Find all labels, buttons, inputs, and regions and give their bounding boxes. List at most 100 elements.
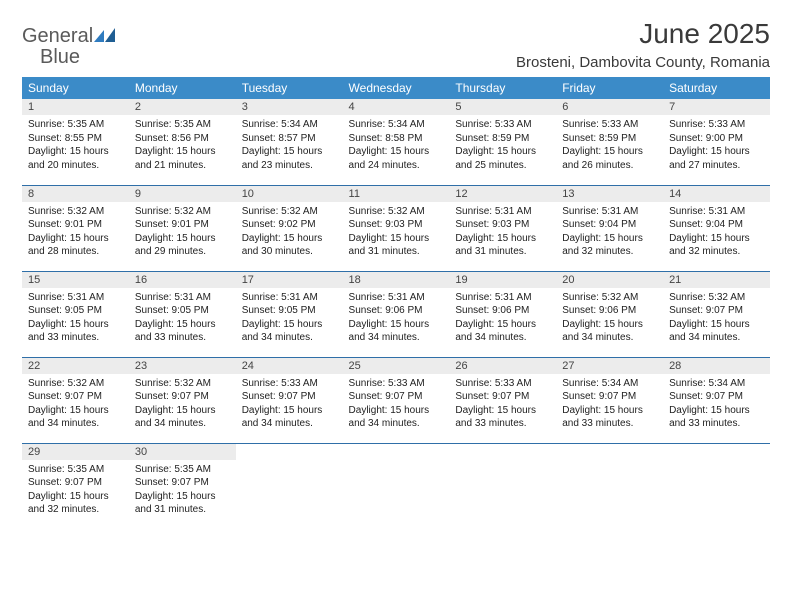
day-number: 17: [236, 272, 343, 288]
daylight-line: Daylight: 15 hours and 34 minutes.: [28, 404, 123, 431]
day-number: 8: [22, 186, 129, 202]
sunset-line: Sunset: 9:06 PM: [562, 304, 657, 318]
calendar-day-cell: 10Sunrise: 5:32 AMSunset: 9:02 PMDayligh…: [236, 185, 343, 271]
day-details: Sunrise: 5:32 AMSunset: 9:01 PMDaylight:…: [129, 202, 236, 263]
sunset-line: Sunset: 9:07 PM: [562, 390, 657, 404]
sunrise-line: Sunrise: 5:34 AM: [242, 118, 337, 132]
calendar-page: General Blue June 2025 Brosteni, Dambovi…: [0, 0, 792, 547]
day-details: Sunrise: 5:31 AMSunset: 9:05 PMDaylight:…: [236, 288, 343, 349]
calendar-day-cell: 29Sunrise: 5:35 AMSunset: 9:07 PMDayligh…: [22, 443, 129, 529]
brand-logo: General Blue: [22, 26, 116, 68]
day-number: 25: [343, 358, 450, 374]
day-details: Sunrise: 5:32 AMSunset: 9:07 PMDaylight:…: [129, 374, 236, 435]
daylight-line: Daylight: 15 hours and 27 minutes.: [669, 145, 764, 172]
daylight-line: Daylight: 15 hours and 34 minutes.: [349, 318, 444, 345]
calendar-empty-cell: [449, 443, 556, 529]
sunset-line: Sunset: 8:59 PM: [562, 132, 657, 146]
calendar-header-row: SundayMondayTuesdayWednesdayThursdayFrid…: [22, 77, 770, 99]
sunrise-line: Sunrise: 5:32 AM: [28, 205, 123, 219]
day-number: 7: [663, 99, 770, 115]
sunrise-line: Sunrise: 5:33 AM: [349, 377, 444, 391]
weekday-header: Tuesday: [236, 77, 343, 99]
weekday-header: Saturday: [663, 77, 770, 99]
day-details: Sunrise: 5:32 AMSunset: 9:01 PMDaylight:…: [22, 202, 129, 263]
daylight-line: Daylight: 15 hours and 25 minutes.: [455, 145, 550, 172]
calendar-day-cell: 19Sunrise: 5:31 AMSunset: 9:06 PMDayligh…: [449, 271, 556, 357]
sunrise-line: Sunrise: 5:31 AM: [28, 291, 123, 305]
daylight-line: Daylight: 15 hours and 31 minutes.: [455, 232, 550, 259]
calendar-day-cell: 5Sunrise: 5:33 AMSunset: 8:59 PMDaylight…: [449, 99, 556, 185]
calendar-week-row: 29Sunrise: 5:35 AMSunset: 9:07 PMDayligh…: [22, 443, 770, 529]
daylight-line: Daylight: 15 hours and 20 minutes.: [28, 145, 123, 172]
daylight-line: Daylight: 15 hours and 31 minutes.: [349, 232, 444, 259]
calendar-empty-cell: [236, 443, 343, 529]
day-number: 4: [343, 99, 450, 115]
day-details: Sunrise: 5:35 AMSunset: 9:07 PMDaylight:…: [129, 460, 236, 521]
calendar-day-cell: 20Sunrise: 5:32 AMSunset: 9:06 PMDayligh…: [556, 271, 663, 357]
sunset-line: Sunset: 9:05 PM: [242, 304, 337, 318]
calendar-day-cell: 15Sunrise: 5:31 AMSunset: 9:05 PMDayligh…: [22, 271, 129, 357]
day-details: Sunrise: 5:33 AMSunset: 8:59 PMDaylight:…: [556, 115, 663, 176]
day-details: Sunrise: 5:33 AMSunset: 9:00 PMDaylight:…: [663, 115, 770, 176]
day-details: Sunrise: 5:34 AMSunset: 8:58 PMDaylight:…: [343, 115, 450, 176]
sunrise-line: Sunrise: 5:33 AM: [669, 118, 764, 132]
day-number: 1: [22, 99, 129, 115]
calendar-day-cell: 21Sunrise: 5:32 AMSunset: 9:07 PMDayligh…: [663, 271, 770, 357]
day-details: Sunrise: 5:31 AMSunset: 9:04 PMDaylight:…: [663, 202, 770, 263]
sunrise-line: Sunrise: 5:33 AM: [562, 118, 657, 132]
calendar-day-cell: 7Sunrise: 5:33 AMSunset: 9:00 PMDaylight…: [663, 99, 770, 185]
calendar-day-cell: 8Sunrise: 5:32 AMSunset: 9:01 PMDaylight…: [22, 185, 129, 271]
sunrise-line: Sunrise: 5:32 AM: [135, 377, 230, 391]
day-number: 5: [449, 99, 556, 115]
sunset-line: Sunset: 9:06 PM: [455, 304, 550, 318]
sunset-line: Sunset: 9:07 PM: [455, 390, 550, 404]
sunrise-line: Sunrise: 5:34 AM: [669, 377, 764, 391]
sunset-line: Sunset: 8:59 PM: [455, 132, 550, 146]
daylight-line: Daylight: 15 hours and 29 minutes.: [135, 232, 230, 259]
calendar-week-row: 8Sunrise: 5:32 AMSunset: 9:01 PMDaylight…: [22, 185, 770, 271]
sunset-line: Sunset: 9:07 PM: [349, 390, 444, 404]
day-number: 30: [129, 444, 236, 460]
day-number: 6: [556, 99, 663, 115]
day-details: Sunrise: 5:33 AMSunset: 9:07 PMDaylight:…: [236, 374, 343, 435]
sunset-line: Sunset: 9:05 PM: [28, 304, 123, 318]
calendar-day-cell: 16Sunrise: 5:31 AMSunset: 9:05 PMDayligh…: [129, 271, 236, 357]
daylight-line: Daylight: 15 hours and 34 minutes.: [242, 318, 337, 345]
month-title: June 2025: [516, 18, 770, 50]
sunset-line: Sunset: 9:00 PM: [669, 132, 764, 146]
daylight-line: Daylight: 15 hours and 34 minutes.: [669, 318, 764, 345]
day-number: 11: [343, 186, 450, 202]
sunset-line: Sunset: 9:05 PM: [135, 304, 230, 318]
title-block: June 2025 Brosteni, Dambovita County, Ro…: [516, 18, 770, 71]
calendar-day-cell: 25Sunrise: 5:33 AMSunset: 9:07 PMDayligh…: [343, 357, 450, 443]
day-details: Sunrise: 5:35 AMSunset: 8:55 PMDaylight:…: [22, 115, 129, 176]
day-number: 27: [556, 358, 663, 374]
sunset-line: Sunset: 8:55 PM: [28, 132, 123, 146]
day-details: Sunrise: 5:33 AMSunset: 8:59 PMDaylight:…: [449, 115, 556, 176]
weekday-header: Sunday: [22, 77, 129, 99]
sunset-line: Sunset: 9:01 PM: [135, 218, 230, 232]
day-details: Sunrise: 5:34 AMSunset: 8:57 PMDaylight:…: [236, 115, 343, 176]
sunrise-line: Sunrise: 5:33 AM: [455, 377, 550, 391]
day-details: Sunrise: 5:31 AMSunset: 9:03 PMDaylight:…: [449, 202, 556, 263]
calendar-day-cell: 11Sunrise: 5:32 AMSunset: 9:03 PMDayligh…: [343, 185, 450, 271]
weekday-header: Monday: [129, 77, 236, 99]
day-details: Sunrise: 5:32 AMSunset: 9:07 PMDaylight:…: [22, 374, 129, 435]
day-details: Sunrise: 5:33 AMSunset: 9:07 PMDaylight:…: [449, 374, 556, 435]
sunset-line: Sunset: 9:04 PM: [562, 218, 657, 232]
day-details: Sunrise: 5:35 AMSunset: 8:56 PMDaylight:…: [129, 115, 236, 176]
sunset-line: Sunset: 9:04 PM: [669, 218, 764, 232]
sunset-line: Sunset: 9:07 PM: [28, 390, 123, 404]
sunset-line: Sunset: 9:07 PM: [669, 390, 764, 404]
calendar-day-cell: 9Sunrise: 5:32 AMSunset: 9:01 PMDaylight…: [129, 185, 236, 271]
sunrise-line: Sunrise: 5:32 AM: [28, 377, 123, 391]
calendar-day-cell: 12Sunrise: 5:31 AMSunset: 9:03 PMDayligh…: [449, 185, 556, 271]
sunrise-line: Sunrise: 5:31 AM: [135, 291, 230, 305]
calendar-table: SundayMondayTuesdayWednesdayThursdayFrid…: [22, 77, 770, 529]
calendar-day-cell: 13Sunrise: 5:31 AMSunset: 9:04 PMDayligh…: [556, 185, 663, 271]
day-details: Sunrise: 5:33 AMSunset: 9:07 PMDaylight:…: [343, 374, 450, 435]
sunset-line: Sunset: 9:07 PM: [135, 476, 230, 490]
daylight-line: Daylight: 15 hours and 34 minutes.: [562, 318, 657, 345]
day-number: 13: [556, 186, 663, 202]
daylight-line: Daylight: 15 hours and 21 minutes.: [135, 145, 230, 172]
